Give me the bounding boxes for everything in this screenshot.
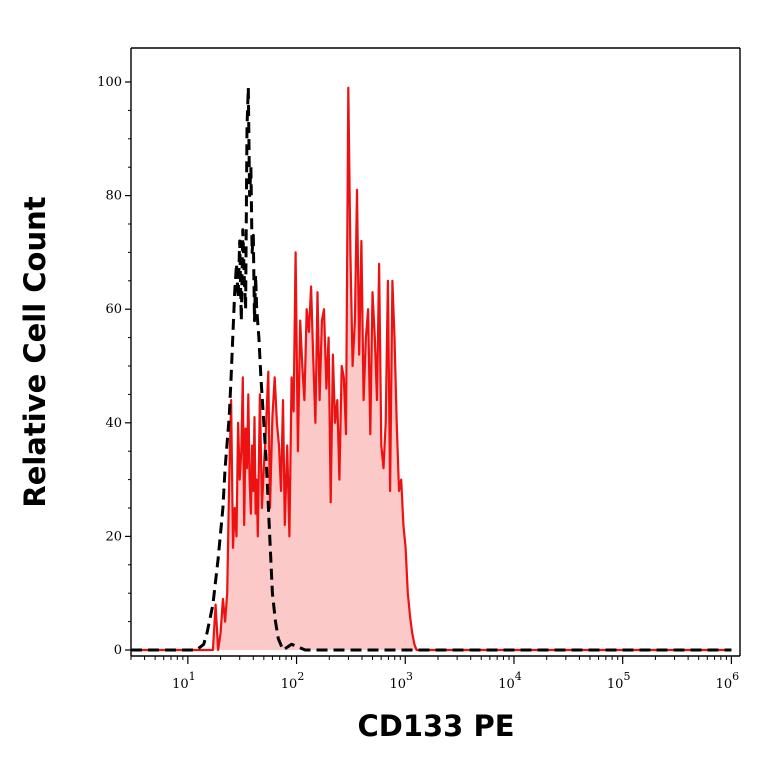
plot-frame xyxy=(130,47,741,657)
y-tick-label: 80 xyxy=(105,189,122,204)
series-dashed-line xyxy=(131,86,732,652)
series-layer xyxy=(131,86,732,652)
x-axis-title: CD133 PE xyxy=(357,709,514,743)
y-axis-title: Relative Cell Count xyxy=(18,196,52,507)
x-tick-label: 104 xyxy=(498,670,522,692)
y-tick-label: 100 xyxy=(97,75,122,90)
series-solid-fill xyxy=(131,87,732,650)
y-axis-ticks: 0 20 40 60 80 100 xyxy=(97,75,131,658)
x-tick-label: 101 xyxy=(172,670,196,692)
x-axis-ticks: 101 102 103 104 105 106 xyxy=(130,656,740,692)
x-tick-label: 105 xyxy=(607,670,631,692)
y-tick-label: 40 xyxy=(105,416,122,431)
y-tick-label: 20 xyxy=(105,529,122,544)
x-tick-label: 102 xyxy=(281,670,305,692)
x-tick-label: 103 xyxy=(389,670,413,692)
y-tick-label: 60 xyxy=(105,302,122,317)
series-solid-line xyxy=(131,86,732,652)
y-tick-label: 0 xyxy=(114,643,122,658)
x-tick-label: 106 xyxy=(716,670,740,692)
